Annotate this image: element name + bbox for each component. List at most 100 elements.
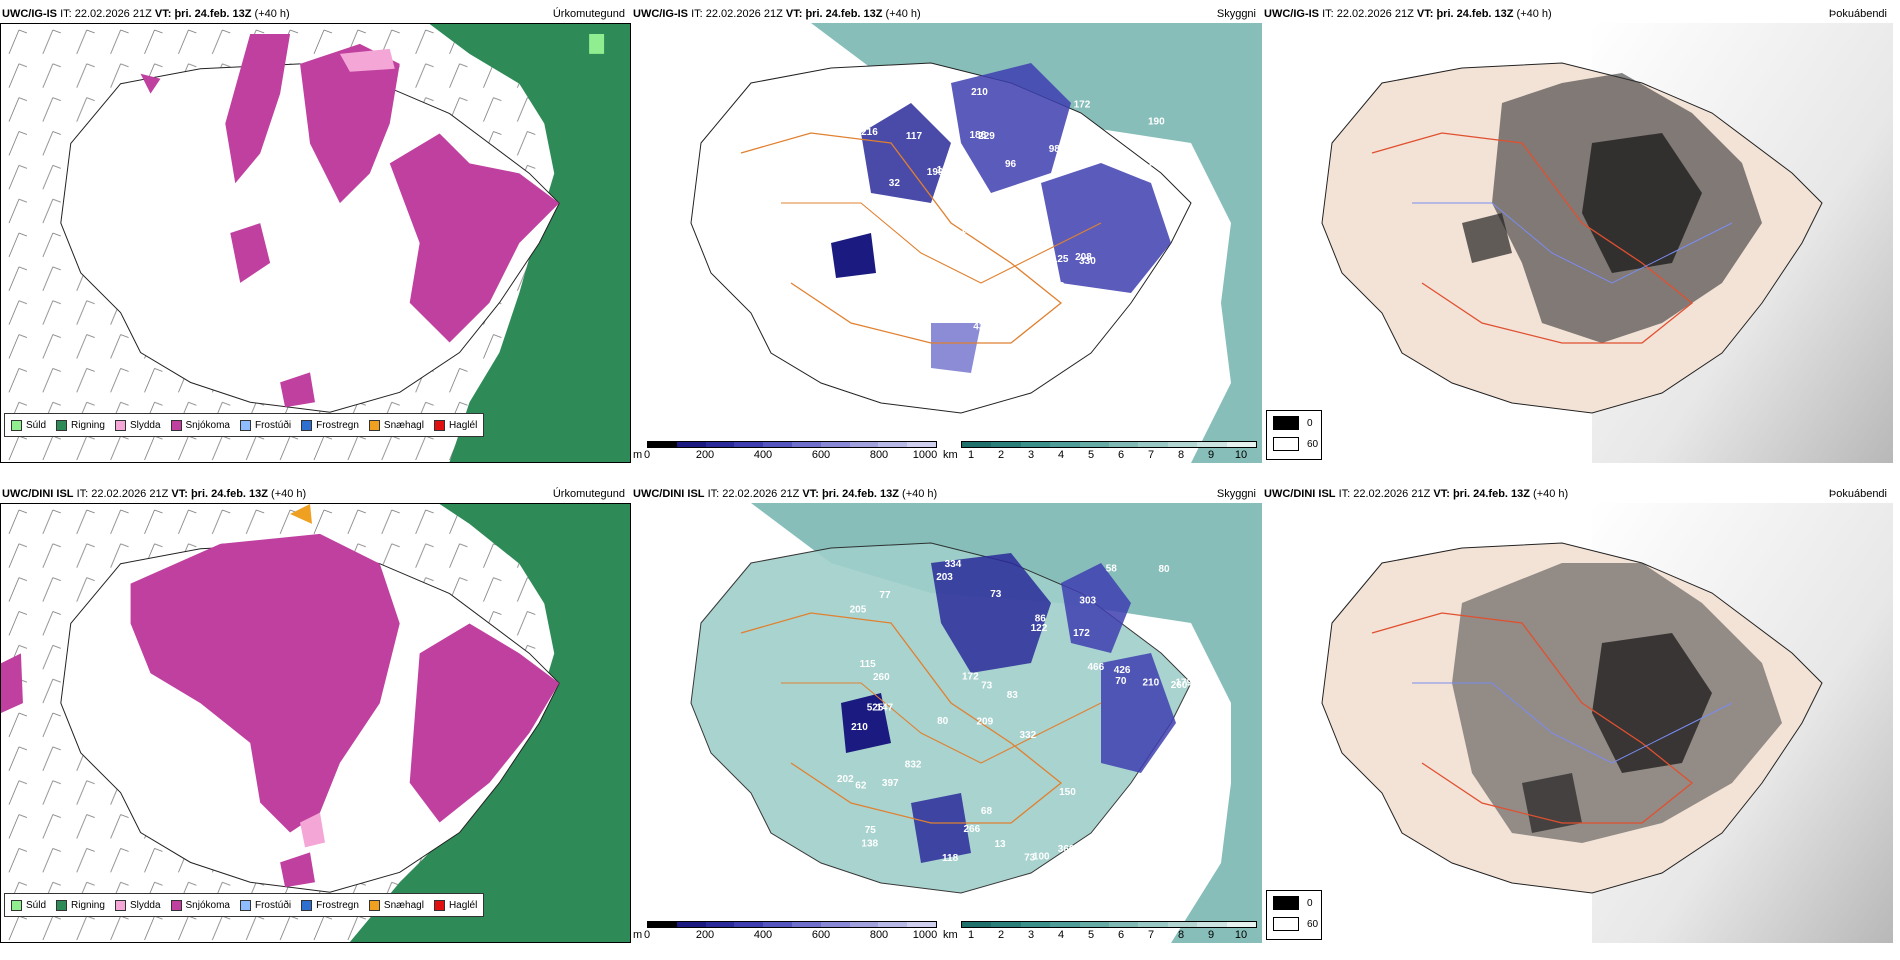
legend-label: Frostúði: [254, 899, 292, 911]
cloudbase-value-label: 115: [841, 338, 858, 349]
cloudbase-value-label: 118: [942, 853, 959, 864]
valid-time: þri. 24.feb. 13Z: [805, 8, 883, 20]
colorbar-segment: [648, 922, 677, 927]
legend-item-snaehagl: Snæhagl: [368, 419, 424, 431]
cloudbase-value-label: 86: [1035, 614, 1047, 625]
precip-map: [0, 503, 631, 943]
cloudbase-value-label: 186: [970, 130, 987, 141]
it-label: IT:: [1322, 8, 1334, 20]
colorbar-segment: [1226, 442, 1257, 447]
legend-label: Rigning: [71, 899, 105, 911]
cloudbase-colorbar: m 0 200 400 600 800 1000: [633, 921, 939, 941]
cloudbase-value-label: 62: [855, 781, 867, 792]
colorbar-tick: 0: [643, 929, 651, 941]
colorbar-strip: [647, 921, 937, 928]
it-label: IT:: [60, 8, 72, 20]
cloudbase-value-label: 210: [851, 722, 868, 733]
cloudbase-value-label: 122: [971, 192, 988, 203]
panel-header: UWC/IG-IS IT: 22.02.2026 21Z VT: þri. 24…: [2, 6, 629, 22]
swatch: [11, 899, 22, 911]
cloudbase-value-label: 138: [861, 839, 878, 850]
legend-label: Súld: [26, 899, 47, 911]
legend-label: Frostúði: [254, 419, 292, 431]
model-name: UWC/DINI ISL: [633, 488, 705, 500]
colorbar-unit: m: [633, 449, 643, 461]
legend-label: 60: [1307, 438, 1319, 450]
cloudbase-value-label: 172: [1074, 100, 1091, 111]
colorbar-tick: 5: [1087, 929, 1095, 941]
panel-header: UWC/IG-IS IT: 22.02.2026 21Z VT: þri. 24…: [1264, 6, 1891, 22]
legend-label: Rigning: [71, 419, 105, 431]
cloudbase-value-label: 63: [845, 357, 857, 368]
cloudbase-map: 334 303 260 209 332 147 205 172 210 122 83 138 203 80…: [631, 503, 1262, 943]
lead-time: (+40 h): [1516, 8, 1552, 20]
cloudbase-value-label: 260: [1171, 680, 1188, 691]
swatch: [56, 419, 68, 431]
swatch: [239, 899, 251, 911]
cloudbase-value-label: 121: [897, 325, 914, 336]
colorbar-tick: 800: [869, 449, 889, 461]
legend-label: Snjókoma: [185, 899, 230, 911]
panel-header: UWC/DINI ISL IT: 22.02.2026 21Z VT: þri.…: [2, 486, 629, 502]
cloudbase-value-label: 80: [1159, 564, 1171, 575]
colorbar-segment: [763, 922, 792, 927]
cloudbase-value-label: 60: [1054, 281, 1066, 292]
init-time: 22.02.2026 21Z: [74, 8, 152, 20]
precip-type-legend: Súld Rigning Slydda Snjókoma Frostúði Fr…: [4, 413, 485, 437]
fog-legend-item: 60: [1273, 917, 1318, 931]
colorbar-tick: 3: [1027, 449, 1035, 461]
cloudbase-value-label: 32: [889, 178, 901, 189]
swatch: [1273, 896, 1299, 910]
legend-item-snjokoma: Snjókoma: [170, 419, 230, 431]
swatch: [114, 899, 126, 911]
cloudbase-value-label: 210: [1143, 678, 1160, 689]
cloudbase-value-label: 109: [960, 225, 977, 236]
legend-label: 60: [1307, 918, 1319, 930]
swatch: [170, 419, 182, 431]
cloudbase-value-label: 68: [981, 806, 993, 817]
valid-time: þri. 24.feb. 13Z: [190, 488, 268, 500]
cloudbase-value-label: 41: [1114, 351, 1126, 362]
swatch: [11, 419, 22, 431]
panel-header: UWC/DINI ISL IT: 22.02.2026 21Z VT: þri.…: [633, 486, 1260, 502]
colorbar-unit: km: [943, 929, 958, 941]
colorbar-segment: [878, 442, 908, 447]
vt-label: VT:: [1433, 488, 1450, 500]
colorbar-segment: [849, 922, 879, 927]
cloudbase-value-label: 122: [1031, 623, 1048, 634]
cloudbase-value-label: 205: [850, 604, 867, 615]
panel-header: UWC/IG-IS IT: 22.02.2026 21Z VT: þri. 24…: [633, 6, 1260, 22]
init-time: 22.02.2026 21Z: [1336, 8, 1414, 20]
cloudbase-value-label: 73: [990, 589, 1002, 600]
colorbar-segment: [962, 922, 992, 927]
colorbar-segment: [907, 922, 936, 927]
cloudbase-value-label: 77: [879, 590, 891, 601]
colorbar-segment: [1226, 922, 1257, 927]
precip-map: [0, 23, 631, 463]
cloudbase-value-label: 703: [1180, 184, 1197, 195]
model-name: UWC/DINI ISL: [2, 488, 74, 500]
cloudbase-value-label: 102: [937, 165, 954, 176]
it-label: IT:: [691, 8, 703, 20]
precip-type-panel-row1: UWC/IG-IS IT: 22.02.2026 21Z VT: þri. 24…: [0, 0, 631, 480]
colorbar-tick: 5: [1087, 449, 1095, 461]
cloudbase-value-label: 426: [1114, 665, 1131, 676]
cloudbase-colorbar: m 0 200 400 600 800 1000: [633, 441, 939, 461]
colorbar-unit: m: [633, 929, 643, 941]
it-label: IT:: [1338, 488, 1351, 500]
cloudbase-value-label: 330: [1079, 256, 1096, 267]
colorbar-tick: 400: [753, 449, 773, 461]
legend-label: Frostregn: [316, 899, 359, 911]
legend-label: Haglél: [448, 899, 478, 911]
colorbar-tick: 9: [1207, 929, 1215, 941]
init-time: 22.02.2026 21Z: [1353, 488, 1431, 500]
precip-type-legend: Súld Rigning Slydda Snjókoma Frostúði Fr…: [4, 893, 485, 917]
legend-label: Snæhagl: [383, 899, 424, 911]
fog-legend-item: 0: [1273, 416, 1313, 430]
colorbar-segment: [1167, 922, 1198, 927]
fog-map: [1262, 503, 1893, 943]
colorbar-tick: 4: [1057, 929, 1065, 941]
colorbar-segment: [962, 442, 992, 447]
cloudbase-value-label: 70: [1115, 676, 1127, 687]
cloudbase-value-label: 210: [971, 87, 988, 98]
